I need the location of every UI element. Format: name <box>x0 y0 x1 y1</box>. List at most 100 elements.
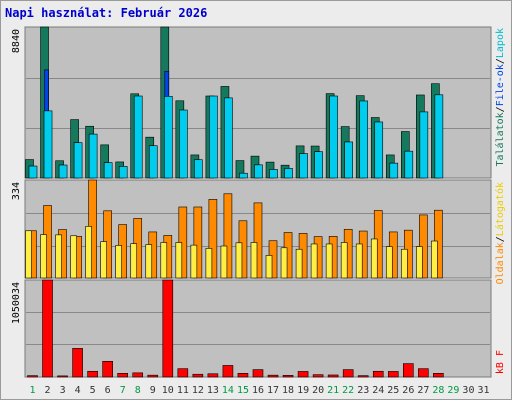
legend-top: Találatok/File-ok/Lapok <box>494 28 506 167</box>
pages-bar <box>389 162 399 179</box>
day-label: 1 <box>30 385 36 396</box>
visits-bar <box>355 243 363 279</box>
visits-bar <box>40 234 47 279</box>
kbytes-bar <box>433 373 444 378</box>
day-label: 24 <box>372 385 384 396</box>
pages-bar <box>28 165 38 179</box>
kbytes-bar <box>192 373 204 378</box>
day-label: 5 <box>90 385 96 396</box>
visits-bar <box>190 244 198 279</box>
kbytes-bar <box>102 360 113 378</box>
pages-bar <box>374 121 384 179</box>
day-label: 9 <box>150 385 156 396</box>
visits-bar <box>205 248 213 279</box>
visits-bar <box>416 246 423 279</box>
pages-bar <box>284 168 293 179</box>
pages-bar <box>103 162 113 179</box>
day-label: 30 <box>462 385 474 396</box>
kbytes-bar <box>252 369 264 378</box>
pages-bar <box>58 164 68 179</box>
visits-bar <box>175 242 183 279</box>
pages-bar <box>434 94 444 179</box>
day-label: 13 <box>207 385 219 396</box>
visits-bar <box>55 234 62 279</box>
day-label: 3 <box>60 385 66 396</box>
day-label: 16 <box>252 385 264 396</box>
legend-bottom: kB F <box>495 350 506 374</box>
pages-bar <box>179 109 188 179</box>
pages-per-day-bar <box>193 206 203 279</box>
pages-bar <box>239 172 248 179</box>
visits-bar <box>310 243 318 279</box>
visits-bar <box>70 235 77 279</box>
pages-bar <box>43 110 53 179</box>
pages-bar <box>314 151 323 179</box>
day-label: 2 <box>45 385 51 396</box>
visits-bar <box>25 230 32 279</box>
pages-bar <box>133 95 143 179</box>
kbytes-bar <box>117 373 128 378</box>
panel-bot-background <box>24 279 492 378</box>
kbytes-bar <box>387 371 399 378</box>
kbytes-bar <box>147 374 159 378</box>
pages-bar <box>73 142 83 179</box>
visits-bar <box>370 238 378 279</box>
legend-top-part: / <box>495 106 506 112</box>
visits-bar <box>160 242 168 279</box>
pages-bar <box>359 100 369 179</box>
kbytes-bar <box>72 348 83 378</box>
pages-bar <box>163 96 173 179</box>
pages-bar <box>329 95 338 179</box>
pages-bar <box>118 166 128 179</box>
visits-bar <box>85 226 92 279</box>
visits-bar <box>431 240 438 279</box>
kbytes-bar <box>403 363 414 378</box>
kbytes-bar <box>282 375 294 378</box>
visits-bar <box>100 241 107 279</box>
kbytes-bar <box>27 375 38 378</box>
day-label: 17 <box>267 385 279 396</box>
day-label: 10 <box>162 385 174 396</box>
pages-bar <box>344 141 353 179</box>
day-label: 14 <box>222 385 234 396</box>
pages-per-day-bar <box>208 199 218 279</box>
visits-bar <box>235 242 243 279</box>
day-label: 11 <box>177 385 189 396</box>
visits-bar <box>325 243 333 279</box>
kbytes-bar <box>297 371 309 378</box>
visits-bar <box>295 248 303 279</box>
kbytes-bar <box>207 373 219 378</box>
kbytes-bar <box>132 372 144 378</box>
kbytes-bar <box>42 279 53 378</box>
pages-bar <box>419 111 429 179</box>
legend-mid-part: / <box>495 236 506 242</box>
visits-bar <box>385 246 393 279</box>
kbytes-bar <box>177 368 189 378</box>
day-label: 7 <box>120 385 126 396</box>
mid-panel-max-label: 334 <box>11 182 22 200</box>
day-label: 20 <box>312 385 324 396</box>
pages-bar <box>254 164 263 179</box>
kbytes-bar <box>357 375 369 378</box>
chart-title: Napi használat: Február 2026 <box>5 6 208 20</box>
day-label: 12 <box>192 385 204 396</box>
pages-bar <box>404 150 414 179</box>
kbytes-bar <box>418 368 429 378</box>
legend-mid-part: Látogatók <box>494 182 506 236</box>
day-label: 25 <box>387 385 399 396</box>
kbytes-bar <box>222 365 234 378</box>
legend-mid-part: Oldalak <box>495 242 506 284</box>
legend-top-part: Lapok <box>495 28 506 58</box>
legend-top-part: / <box>495 58 506 64</box>
visits-bar <box>115 245 122 279</box>
day-label: 15 <box>237 385 249 396</box>
day-label: 19 <box>297 385 309 396</box>
day-label: 22 <box>342 385 354 396</box>
pages-bar <box>88 133 98 179</box>
day-label: 29 <box>447 385 459 396</box>
visits-bar <box>401 248 408 279</box>
day-label: 23 <box>357 385 369 396</box>
visits-bar <box>220 245 228 279</box>
day-label: 4 <box>75 385 81 396</box>
